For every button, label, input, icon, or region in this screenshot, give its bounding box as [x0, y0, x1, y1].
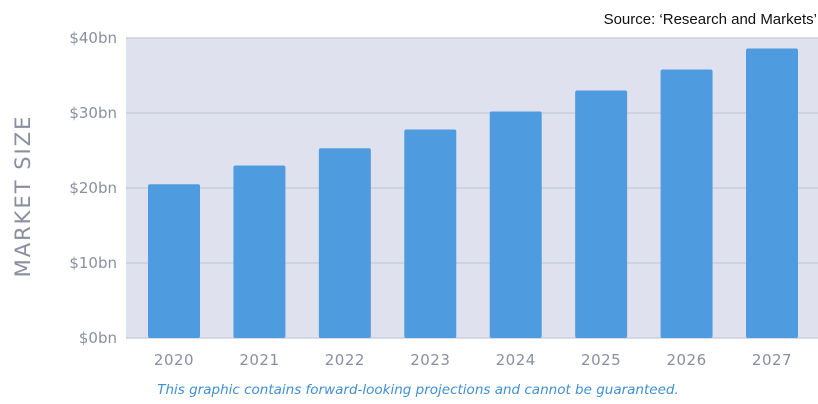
bar-2026	[660, 69, 713, 338]
bar-2027	[746, 48, 798, 338]
y-tick-label: $10bn	[69, 254, 117, 272]
x-tick-label: 2024	[496, 351, 536, 369]
y-tick-label: $30bn	[69, 104, 117, 122]
projection-footnote: This graphic contains forward-looking pr…	[157, 382, 679, 398]
bar-2024	[489, 111, 542, 338]
y-axis-ticks: $0bn $10bn $20bn $30bn $40bn	[69, 29, 117, 347]
bar-2022	[318, 148, 371, 338]
x-tick-label: 2021	[239, 351, 279, 369]
x-tick-label: 2022	[325, 351, 365, 369]
x-axis-ticks: 2020 2021 2022 2023 2024 2025 2026 2027	[154, 351, 792, 369]
x-tick-label: 2023	[410, 351, 450, 369]
bar-2020	[148, 184, 200, 338]
y-tick-label: $0bn	[79, 329, 117, 347]
y-tick-label: $40bn	[69, 29, 117, 47]
x-tick-label: 2026	[666, 351, 706, 369]
source-label: Source: ‘Research and Markets’	[604, 11, 817, 28]
x-tick-label: 2025	[581, 351, 621, 369]
y-axis-label: MARKET SIZE	[11, 115, 35, 278]
y-tick-label: $20bn	[69, 179, 117, 197]
x-tick-label: 2027	[752, 351, 792, 369]
bar-2021	[233, 165, 286, 338]
bars	[148, 48, 798, 338]
x-tick-label: 2020	[154, 351, 194, 369]
bar-2023	[404, 129, 457, 338]
bar-2025	[575, 90, 628, 338]
